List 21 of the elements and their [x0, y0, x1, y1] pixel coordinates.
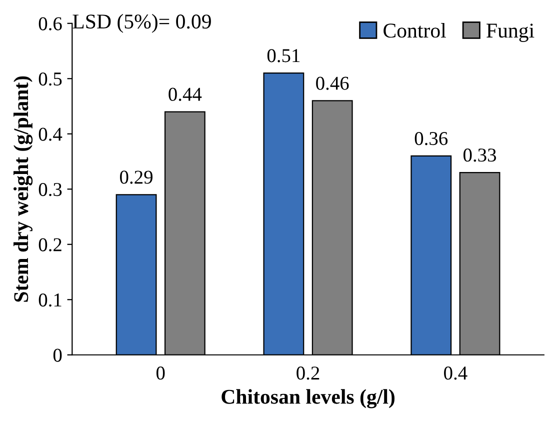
- data-label: 0.36: [414, 132, 448, 146]
- data-label: 0.33: [464, 148, 496, 162]
- legend-label: Fungi: [486, 24, 534, 42]
- legend-label: Control: [384, 22, 446, 38]
- y-tick-label: 0.6: [38, 17, 62, 30]
- y-tick-label: 0.2: [38, 238, 62, 252]
- y-tick-label: 0.5: [38, 72, 62, 86]
- y-tick-label: 0.4: [38, 128, 62, 141]
- x-axis-title: Chitosan levels (g/l): [222, 389, 394, 408]
- y-tick-label: 0.3: [38, 182, 62, 196]
- x-tick-label: 0.2: [296, 366, 320, 380]
- data-label: 0.51: [267, 49, 300, 62]
- annotation: LSD (5%)= 0.09: [72, 14, 211, 33]
- y-tick-label: 0.1: [38, 293, 62, 307]
- y-tick-label: 0: [53, 348, 62, 362]
- data-label: 0.29: [120, 170, 152, 184]
- data-label: 0.46: [316, 76, 349, 90]
- data-label: 0.44: [168, 88, 202, 101]
- y-axis-title: Stem dry weight (g/plant): [14, 76, 33, 302]
- x-tick-label: 0.4: [444, 366, 468, 380]
- x-tick-label: 0: [156, 366, 165, 380]
